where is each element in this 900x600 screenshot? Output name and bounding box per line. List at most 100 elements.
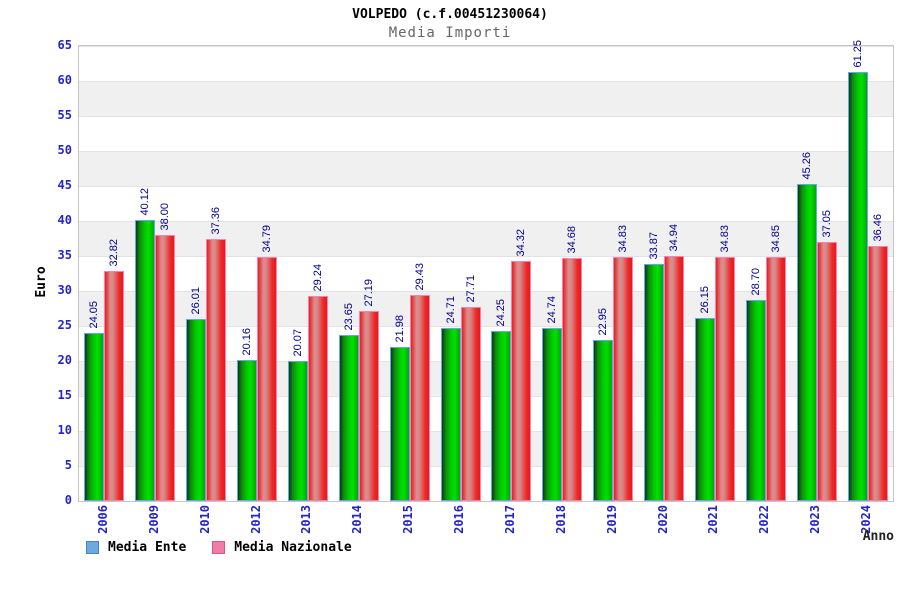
bar-media-nazionale-2022[interactable]	[765, 257, 786, 501]
bar-value-label: 34.32	[515, 229, 528, 257]
bar-value-label: 34.79	[261, 225, 274, 253]
y-tick-label: 0	[64, 493, 72, 507]
bar-media-ente-2015[interactable]	[389, 347, 410, 501]
x-tick-label-2015: 2015	[401, 505, 416, 534]
y-tick-label: 15	[57, 388, 72, 402]
bar-value-label: 27.71	[464, 275, 477, 303]
bar-value-label: 34.83	[718, 225, 731, 253]
bar-media-ente-2020[interactable]	[644, 264, 665, 501]
y-tick-label: 35	[57, 248, 72, 262]
bar-value-label: 61.25	[851, 40, 864, 68]
bar-value-label: 34.85	[769, 225, 782, 253]
bar-value-label: 34.94	[668, 224, 681, 252]
bar-value-label: 23.65	[342, 303, 355, 331]
bar-value-label: 24.74	[546, 296, 559, 324]
bar-media-ente-2006[interactable]	[84, 333, 105, 501]
bar-media-ente-2021[interactable]	[694, 318, 715, 501]
bar-media-nazionale-2023[interactable]	[816, 242, 837, 501]
y-tick-label: 40	[57, 213, 72, 227]
bar-media-nazionale-2019[interactable]	[613, 257, 634, 501]
bar-media-ente-2012[interactable]	[237, 360, 258, 501]
bar-media-nazionale-2021[interactable]	[714, 257, 735, 501]
bar-value-label: 40.12	[139, 188, 152, 216]
bar-media-nazionale-2018[interactable]	[562, 258, 583, 501]
y-tick-label: 55	[57, 108, 72, 122]
y-tick-label: 10	[57, 423, 72, 437]
bar-media-nazionale-2024[interactable]	[867, 246, 888, 501]
bar-value-label: 37.36	[210, 207, 223, 235]
bar-value-label: 20.07	[291, 329, 304, 357]
bar-media-ente-2018[interactable]	[542, 328, 563, 501]
x-tick-label-2012: 2012	[248, 505, 263, 534]
bar-media-ente-2024[interactable]	[847, 72, 868, 501]
bar-value-label: 21.98	[393, 315, 406, 343]
bar-media-nazionale-2017[interactable]	[511, 261, 532, 501]
bar-media-ente-2022[interactable]	[745, 300, 766, 501]
legend-item-media-ente: Media Ente	[86, 540, 186, 555]
bar-media-ente-2014[interactable]	[338, 335, 359, 501]
bar-media-nazionale-2016[interactable]	[460, 307, 481, 501]
bar-media-nazionale-2020[interactable]	[664, 256, 685, 501]
bar-media-nazionale-2013[interactable]	[307, 296, 328, 501]
bar-media-nazionale-2009[interactable]	[155, 235, 176, 501]
media-nazionale-swatch-icon	[212, 541, 226, 554]
plot-area: 24.05 32.82 40.12 38.00 26.01 37.36 20.16 34.79…	[78, 40, 894, 502]
x-tick-label-2017: 2017	[502, 505, 517, 534]
x-tick-label-2023: 2023	[808, 505, 823, 534]
media-ente-swatch-icon	[86, 541, 99, 554]
bar-value-label: 24.71	[444, 296, 457, 324]
bar-media-ente-2019[interactable]	[593, 340, 614, 501]
x-tick-label-2019: 2019	[604, 505, 619, 534]
bar-media-ente-2009[interactable]	[135, 220, 156, 501]
x-tick-label-2016: 2016	[452, 505, 467, 534]
bar-value-label: 45.26	[800, 152, 813, 180]
y-tick-label: 5	[64, 458, 72, 472]
bar-media-nazionale-2006[interactable]	[104, 271, 125, 501]
y-tick-label: 65	[57, 38, 72, 52]
y-tick-label: 50	[57, 143, 72, 157]
bar-media-nazionale-2010[interactable]	[206, 239, 227, 501]
bar-value-label: 28.70	[749, 268, 762, 296]
bar-value-label: 24.25	[495, 299, 508, 327]
bar-media-ente-2013[interactable]	[287, 361, 308, 501]
bar-media-ente-2017[interactable]	[491, 331, 512, 501]
x-tick-label-2010: 2010	[197, 505, 212, 534]
y-tick-label: 45	[57, 178, 72, 192]
y-tick-label: 20	[57, 353, 72, 367]
x-tick-label-2006: 2006	[95, 505, 110, 534]
chart-title: VOLPEDO (c.f.00451230064)	[352, 7, 548, 22]
bar-value-label: 22.95	[597, 308, 610, 336]
bar-value-label: 37.05	[820, 210, 833, 238]
x-tick-label-2014: 2014	[350, 505, 365, 534]
bar-media-ente-2016[interactable]	[440, 328, 461, 501]
bar-value-label: 34.68	[566, 226, 579, 254]
bar-value-label: 26.15	[698, 286, 711, 314]
bar-media-ente-2023[interactable]	[796, 184, 817, 501]
bar-media-ente-2010[interactable]	[186, 319, 207, 501]
legend-label-media-ente: Media Ente	[108, 540, 187, 555]
bar-media-nazionale-2015[interactable]	[409, 295, 430, 501]
bar-media-nazionale-2012[interactable]	[257, 257, 278, 501]
x-tick-label-2013: 2013	[299, 505, 314, 534]
legend-label-media-nazionale: Media Nazionale	[234, 540, 352, 555]
x-axis-title: Anno	[862, 529, 894, 544]
bar-value-label: 34.83	[617, 225, 630, 253]
x-tick-label-2020: 2020	[655, 505, 670, 534]
bar-media-nazionale-2014[interactable]	[358, 311, 379, 501]
bar-value-label: 20.16	[241, 328, 254, 356]
bar-value-label: 38.00	[159, 203, 172, 231]
bar-value-label: 29.24	[311, 264, 324, 292]
legend: Media Ente Media Nazionale	[86, 540, 352, 555]
x-tick-label-2009: 2009	[146, 505, 161, 534]
legend-item-media-nazionale: Media Nazionale	[212, 540, 352, 555]
x-tick-label-2018: 2018	[553, 505, 568, 534]
bar-value-label: 32.82	[108, 239, 121, 267]
x-tick-label-2022: 2022	[757, 505, 772, 534]
bar-value-label: 33.87	[648, 232, 661, 260]
y-tick-label: 60	[57, 73, 72, 87]
x-tick-label-2021: 2021	[706, 505, 721, 534]
bar-value-label: 24.05	[88, 301, 101, 329]
chart-subtitle: Media Importi	[388, 25, 512, 41]
bar-value-label: 29.43	[413, 263, 426, 291]
bar-value-label: 27.19	[362, 279, 375, 307]
